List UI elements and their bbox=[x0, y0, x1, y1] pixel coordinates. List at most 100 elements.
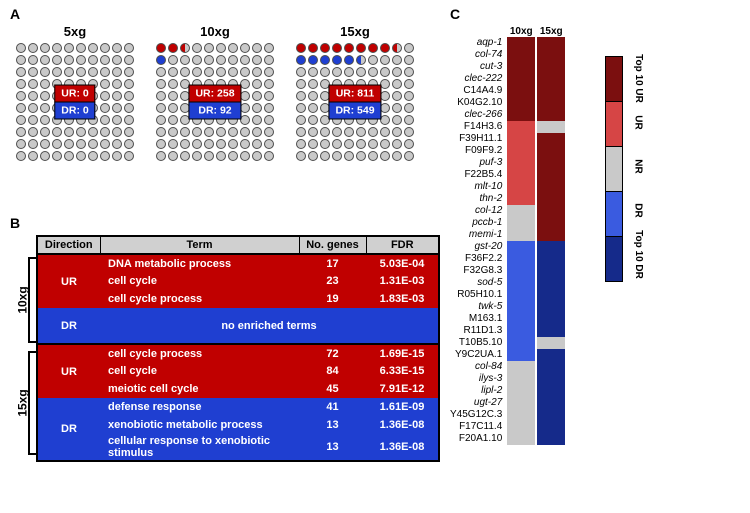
dot bbox=[192, 127, 202, 137]
dot bbox=[16, 115, 26, 125]
dot bbox=[240, 55, 250, 65]
gene-label: T10B5.10 bbox=[450, 337, 505, 349]
heatmap-cell bbox=[537, 361, 565, 373]
dot bbox=[404, 79, 414, 89]
heatmap-cell bbox=[507, 181, 535, 193]
dot bbox=[28, 55, 38, 65]
term-cell: DNA metabolic process bbox=[100, 254, 299, 272]
heatmap-cell bbox=[507, 73, 535, 85]
term-cell: meiotic cell cycle bbox=[100, 380, 299, 398]
dot bbox=[112, 127, 122, 137]
dot bbox=[156, 91, 166, 101]
dot bbox=[296, 127, 306, 137]
direction-cell: UR bbox=[37, 254, 100, 308]
dot bbox=[156, 115, 166, 125]
gene-label: F32G8.3 bbox=[450, 265, 505, 277]
dot bbox=[332, 43, 342, 53]
dot bbox=[392, 79, 402, 89]
dot bbox=[344, 127, 354, 137]
dot bbox=[252, 79, 262, 89]
dot bbox=[100, 91, 110, 101]
dot bbox=[124, 151, 134, 161]
dot bbox=[392, 43, 402, 53]
dot bbox=[40, 127, 50, 137]
panel-c: C 10xg15xgaqp-1col-74cut-3clec-222C14A4.… bbox=[450, 6, 740, 506]
heatmap-cell bbox=[537, 265, 565, 277]
dot bbox=[100, 103, 110, 113]
gene-label: cut-3 bbox=[450, 61, 505, 73]
dot bbox=[100, 79, 110, 89]
dot bbox=[264, 151, 274, 161]
dot bbox=[168, 67, 178, 77]
dot bbox=[216, 151, 226, 161]
dot bbox=[320, 55, 330, 65]
dot bbox=[308, 127, 318, 137]
dot bbox=[216, 55, 226, 65]
dr-count-box: DR: 92 bbox=[188, 102, 241, 119]
heatmap-cell bbox=[537, 49, 565, 61]
dot bbox=[40, 67, 50, 77]
dot bbox=[204, 55, 214, 65]
term-cell: cell cycle bbox=[100, 362, 299, 380]
dot bbox=[308, 139, 318, 149]
dot bbox=[368, 67, 378, 77]
term-cell: defense response bbox=[100, 398, 299, 416]
heatmap-cell bbox=[537, 181, 565, 193]
dot bbox=[64, 151, 74, 161]
heatmap-cell bbox=[537, 313, 565, 325]
dot bbox=[28, 151, 38, 161]
dot bbox=[192, 43, 202, 53]
dot bbox=[28, 67, 38, 77]
ngenes-cell: 19 bbox=[299, 290, 366, 308]
gene-label: ilys-3 bbox=[450, 373, 505, 385]
gene-label: pccb-1 bbox=[450, 217, 505, 229]
gene-label: mlt-10 bbox=[450, 181, 505, 193]
heatmap-cell bbox=[537, 325, 565, 337]
heatmap-cell bbox=[507, 97, 535, 109]
fdr-cell: 1.31E-03 bbox=[366, 272, 439, 290]
dot bbox=[216, 139, 226, 149]
heatmap-cell bbox=[537, 109, 565, 121]
ngenes-cell: 41 bbox=[299, 398, 366, 416]
dot bbox=[100, 115, 110, 125]
dot bbox=[296, 43, 306, 53]
heatmap-col-header: 10xg bbox=[507, 26, 535, 37]
gene-label: F17C11.4 bbox=[450, 421, 505, 433]
dot bbox=[320, 127, 330, 137]
dot bbox=[124, 55, 134, 65]
dot bbox=[64, 139, 74, 149]
dot bbox=[28, 139, 38, 149]
dot bbox=[112, 151, 122, 161]
ngenes-cell: 13 bbox=[299, 416, 366, 434]
heatmap-cell bbox=[537, 217, 565, 229]
dot bbox=[88, 55, 98, 65]
legend-label: Top 10 UR bbox=[633, 54, 644, 103]
panel-b-side-labels: 10xg15xg bbox=[10, 235, 36, 462]
heatmap-cell bbox=[507, 61, 535, 73]
ur-count-box: UR: 0 bbox=[54, 84, 95, 102]
dot bbox=[40, 139, 50, 149]
dot bbox=[88, 67, 98, 77]
dot bbox=[88, 151, 98, 161]
heatmap-cell bbox=[507, 145, 535, 157]
dot bbox=[52, 127, 62, 137]
table-header: Term bbox=[100, 236, 299, 254]
dot bbox=[16, 127, 26, 137]
dot bbox=[356, 55, 366, 65]
dot bbox=[64, 127, 74, 137]
gene-label: C14A4.9 bbox=[450, 85, 505, 97]
dot bbox=[216, 43, 226, 53]
dot bbox=[332, 151, 342, 161]
dot bbox=[168, 115, 178, 125]
gene-label: clec-222 bbox=[450, 73, 505, 85]
dot bbox=[156, 67, 166, 77]
dot bbox=[76, 67, 86, 77]
fdr-cell: 1.69E-15 bbox=[366, 344, 439, 362]
dot bbox=[64, 67, 74, 77]
dot bbox=[296, 55, 306, 65]
fdr-cell: 1.36E-08 bbox=[366, 434, 439, 461]
heatmap-cell bbox=[507, 361, 535, 373]
heatmap-cell bbox=[507, 205, 535, 217]
dr-count-box: DR: 0 bbox=[54, 102, 95, 119]
dot bbox=[356, 43, 366, 53]
